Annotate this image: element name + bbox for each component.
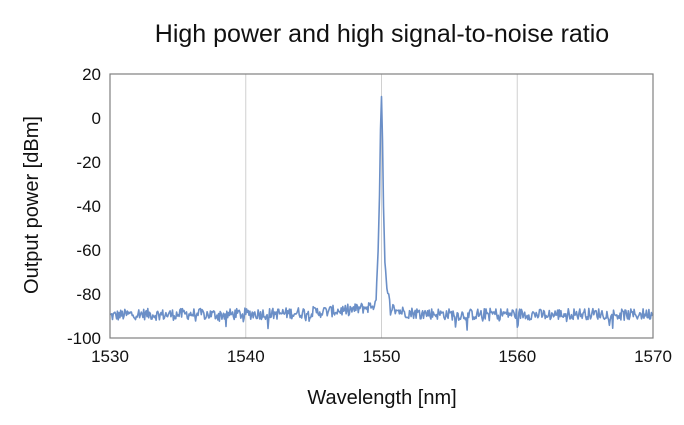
x-tick-labels: 1530 1540 1550 1560 1570 <box>91 347 672 366</box>
y-tick-label: -20 <box>76 153 101 172</box>
y-axis-label: Output power [dBm] <box>21 116 43 294</box>
y-tick-labels: 20 0 -20 -40 -60 -80 -100 <box>67 65 101 348</box>
y-tick-label: 0 <box>92 109 101 128</box>
chart-series <box>109 95 654 331</box>
y-tick-label: -40 <box>76 197 101 216</box>
x-tick-label: 1550 <box>363 347 401 366</box>
x-tick-label: 1530 <box>91 347 129 366</box>
y-tick-label: -80 <box>76 285 101 304</box>
y-tick-label: -100 <box>67 329 101 348</box>
chart-title: High power and high signal-to-noise rati… <box>155 20 609 48</box>
x-tick-label: 1560 <box>498 347 536 366</box>
plot-frame <box>109 73 654 339</box>
x-tick-label: 1540 <box>227 347 265 366</box>
y-tick-label: 20 <box>82 65 101 84</box>
x-tick-label: 1570 <box>634 347 672 366</box>
x-axis-label: Wavelength [nm] <box>307 387 456 409</box>
y-tick-label: -60 <box>76 241 101 260</box>
spectrum-line <box>109 95 654 331</box>
